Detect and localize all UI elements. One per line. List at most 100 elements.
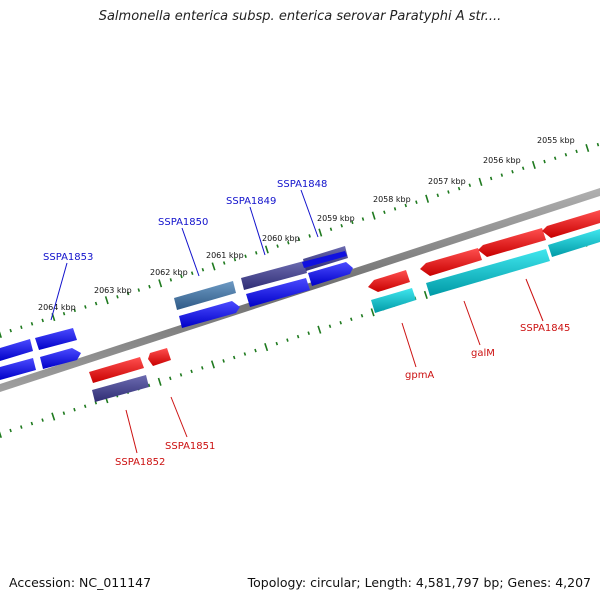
gene-feature[interactable]	[148, 348, 171, 366]
gene-feature[interactable]	[0, 358, 36, 380]
minor-tick	[307, 331, 310, 335]
scale-label: 2056 kbp	[483, 156, 521, 165]
minor-tick	[596, 142, 600, 147]
minor-tick	[308, 234, 311, 238]
minor-tick	[30, 421, 34, 426]
gene-label-galm[interactable]: galM	[471, 348, 495, 359]
minor-tick	[328, 324, 332, 328]
minor-tick	[468, 183, 472, 188]
minor-tick	[180, 274, 183, 279]
minor-tick	[94, 301, 98, 306]
gene-label-sspa1848[interactable]: SSPA1848	[277, 179, 327, 190]
gene-feature[interactable]	[308, 262, 353, 286]
gene-label-sspa1845[interactable]: SSPA1845	[520, 323, 570, 334]
major-tick	[210, 360, 215, 369]
gene-feature[interactable]	[0, 339, 33, 361]
minor-tick	[9, 328, 12, 333]
minor-tick	[489, 176, 493, 181]
minor-tick	[351, 220, 354, 225]
minor-tick	[543, 159, 546, 164]
minor-tick	[254, 348, 257, 353]
gene-feature[interactable]	[548, 229, 600, 257]
gene-feature[interactable]	[35, 328, 77, 350]
minor-tick	[339, 320, 342, 325]
minor-tick	[255, 251, 258, 255]
gene-label-sspa1853[interactable]: SSPA1853	[43, 252, 93, 263]
genome-stats-text: Topology: circular; Length: 4,581,797 bp…	[247, 575, 591, 590]
gene-feature[interactable]	[40, 348, 81, 369]
minor-tick	[415, 200, 418, 204]
minor-tick	[190, 271, 194, 275]
major-tick	[371, 211, 376, 220]
minor-tick	[62, 311, 66, 316]
minor-tick	[275, 341, 279, 346]
minor-tick	[286, 338, 289, 342]
minor-tick	[41, 318, 44, 323]
gene-label-sspa1850[interactable]: SSPA1850	[158, 217, 208, 228]
minor-tick	[83, 404, 87, 408]
gene-label-sspa1852[interactable]: SSPA1852	[115, 457, 165, 468]
minor-tick	[287, 240, 290, 245]
major-tick	[0, 431, 2, 439]
minor-tick	[361, 217, 365, 221]
gene-feature[interactable]	[246, 278, 310, 307]
minor-tick	[222, 359, 225, 363]
gene-feature[interactable]	[371, 288, 416, 313]
minor-tick	[404, 203, 407, 208]
gene-feature[interactable]	[542, 210, 600, 238]
minor-tick	[297, 237, 301, 242]
major-tick	[158, 279, 163, 288]
gene-label-sspa1851[interactable]: SSPA1851	[165, 441, 215, 452]
major-tick	[211, 262, 216, 271]
minor-tick	[243, 352, 247, 356]
minor-tick	[62, 411, 66, 415]
minor-tick	[41, 418, 44, 422]
gene-feature[interactable]	[241, 261, 307, 290]
minor-tick	[201, 366, 204, 370]
minor-tick	[500, 173, 504, 177]
major-tick	[0, 331, 2, 339]
gene-label-gpma[interactable]: gpmA	[405, 370, 434, 381]
reverse-strand-genes	[89, 210, 600, 402]
scale-label: 2055 kbp	[537, 136, 575, 145]
minor-tick	[137, 288, 141, 292]
gene-feature[interactable]	[174, 281, 236, 310]
scale-label: 2057 kbp	[428, 177, 466, 186]
minor-tick	[116, 295, 119, 299]
minor-tick	[276, 244, 279, 248]
minor-tick	[521, 166, 525, 171]
gene-feature[interactable]	[426, 249, 550, 296]
scale-label: 2058 kbp	[373, 195, 411, 204]
minor-tick	[350, 317, 353, 322]
minor-tick	[169, 278, 173, 282]
minor-tick	[126, 291, 130, 296]
gene-feature[interactable]	[478, 228, 546, 257]
minor-tick	[457, 186, 461, 191]
accession-text: Accession: NC_011147	[9, 575, 152, 590]
gene-label-sspa1849[interactable]: SSPA1849	[226, 196, 276, 207]
minor-tick	[147, 383, 151, 388]
gene-feature[interactable]	[89, 357, 144, 383]
major-tick	[51, 412, 56, 421]
scale-label: 2064 kbp	[38, 303, 76, 312]
major-tick	[264, 245, 269, 254]
minor-tick	[232, 355, 236, 360]
genome-title: Salmonella enterica subsp. enterica sero…	[98, 9, 502, 24]
minor-tick	[30, 322, 34, 326]
major-tick	[157, 377, 162, 386]
minor-tick	[393, 207, 397, 211]
gene-feature[interactable]	[179, 301, 240, 328]
gene-feature[interactable]	[368, 270, 410, 292]
minor-tick	[190, 369, 193, 374]
minor-tick	[340, 224, 343, 228]
forward-strand-genes	[0, 246, 353, 380]
minor-tick	[169, 376, 172, 381]
gene-feature[interactable]	[302, 251, 347, 268]
gene-feature[interactable]	[420, 248, 482, 276]
minor-tick	[179, 373, 183, 377]
gene-feature[interactable]	[92, 375, 149, 402]
minor-tick	[553, 156, 557, 160]
minor-tick	[201, 267, 205, 272]
